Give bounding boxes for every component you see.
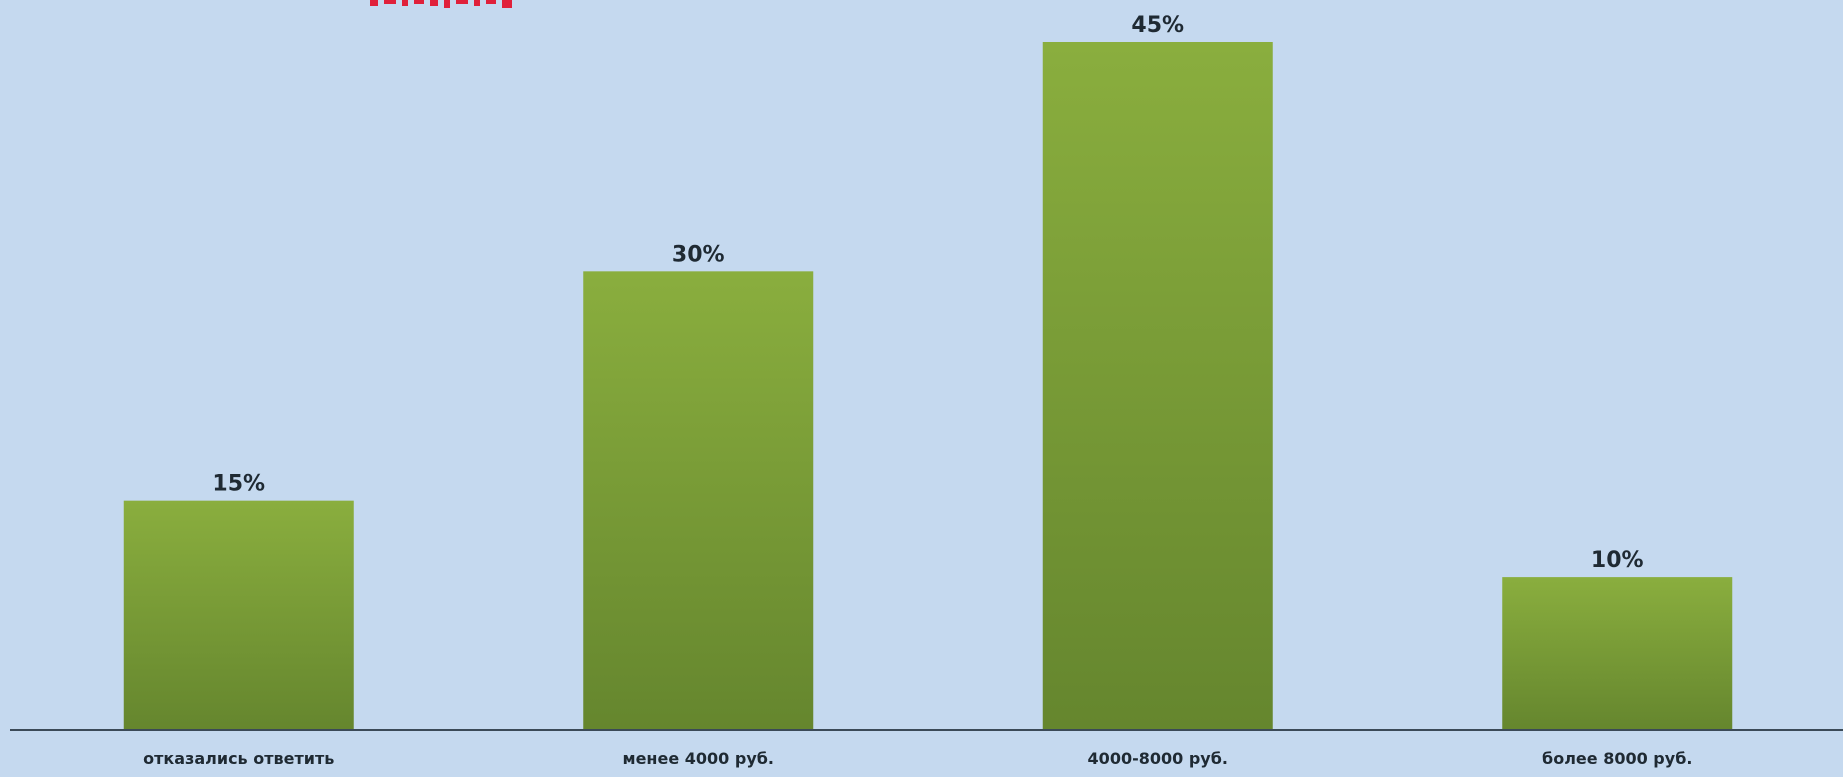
x-tick-label-1: отказались ответить [143,749,334,768]
data-label-1: 15% [212,472,265,497]
data-label-4: 10% [1591,548,1644,573]
data-label-2: 30% [672,242,725,267]
value-labels-group: 15% 30% 45% 10% [212,13,1643,573]
tick-labels-group: отказались ответить менее 4000 руб. 4000-8… [143,749,1692,768]
x-tick-label-2: менее 4000 руб. [623,749,775,768]
data-label-3: 45% [1131,13,1184,38]
bar-3 [1042,42,1273,730]
bar-2 [583,271,814,730]
bar-1 [123,500,354,730]
x-tick-label-4: более 8000 руб. [1542,749,1692,768]
x-tick-label-3: 4000-8000 руб. [1088,749,1228,768]
title-fragment [370,0,512,8]
bar-4 [1502,577,1733,730]
bars-group [123,42,1733,730]
